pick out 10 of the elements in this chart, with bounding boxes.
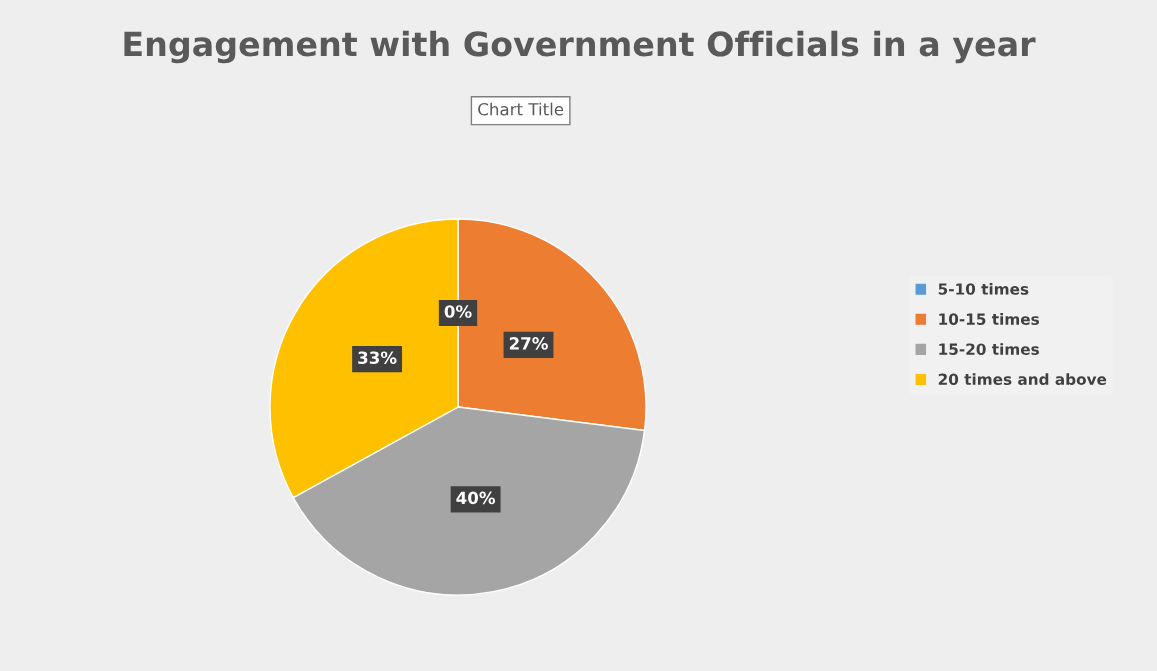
data-label: 33%: [358, 351, 397, 364]
legend-label: 5-10 times: [938, 283, 1029, 295]
legend-label: 15-20 times: [939, 343, 1039, 355]
chart-title: Engagement with Government Officials in a year: [124, 30, 1036, 64]
legend-label: 10-15 times: [939, 313, 1039, 325]
text: 0%: [444, 305, 472, 318]
data-label: 40%: [456, 491, 496, 505]
legend-label: 20 times and above: [938, 373, 1107, 386]
text: Chart Title: [478, 102, 564, 116]
data-label: 27%: [509, 337, 548, 350]
